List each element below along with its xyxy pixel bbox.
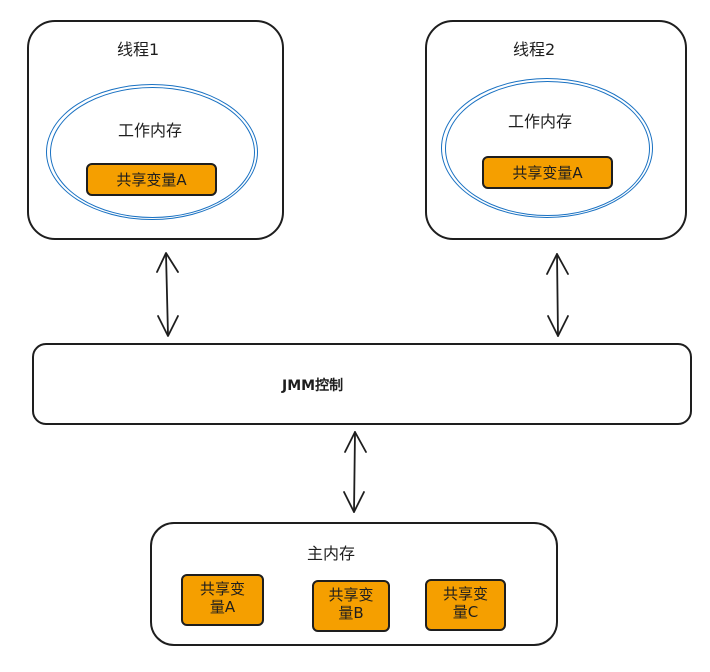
arrow-jmm-main-memory [343,431,367,513]
thread-1-working-memory-ellipse-inner [50,87,255,218]
jmm-control-box[interactable] [32,343,692,425]
main-memory-variable-a[interactable]: 共享变 量A [181,574,264,626]
thread-1-working-memory-label: 工作内存 [118,121,183,140]
main-memory-variable-c[interactable]: 共享变 量C [425,579,506,631]
thread-2-working-memory-ellipse [441,78,653,218]
arrow-thread2-jmm [546,253,569,337]
jmm-control-label: JMM控制 [282,378,344,394]
thread-1-title: 线程1 [117,40,160,59]
thread-2-working-memory-ellipse-inner [445,81,650,216]
thread-2-shared-variable-a[interactable]: 共享变量A [482,156,613,189]
thread-1-working-memory-ellipse [46,84,258,220]
arrow-thread1-jmm [156,252,179,337]
main-memory-variable-b[interactable]: 共享变 量B [312,580,390,632]
main-memory-variable-c-line1: 共享变 [442,585,488,603]
main-memory-variable-c-line2: 量C [452,603,479,621]
thread-2-working-memory-label: 工作内存 [508,112,573,131]
main-memory-variable-b-line1: 共享变 [328,586,374,604]
main-memory-variable-b-line2: 量B [338,604,364,622]
main-memory-variable-a-line1: 共享变 [199,580,245,598]
main-memory-variable-a-line2: 量A [209,598,236,616]
thread-1-shared-variable-a[interactable]: 共享变量A [86,163,217,196]
main-memory-title: 主内存 [307,544,356,563]
thread-2-title: 线程2 [513,40,556,59]
